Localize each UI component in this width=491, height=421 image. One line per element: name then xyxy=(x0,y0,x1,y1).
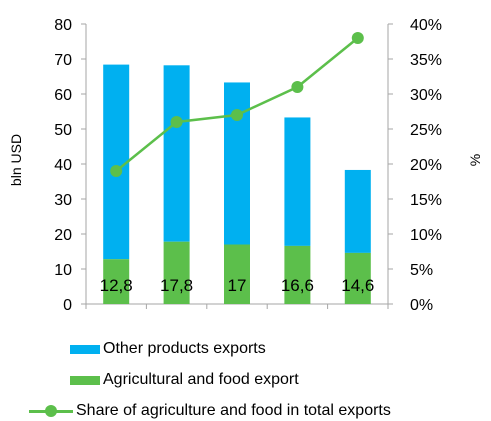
y-tick-label-left: 30 xyxy=(54,192,72,209)
y-tick-label-left: 80 xyxy=(54,17,72,34)
legend-swatch-agri xyxy=(70,375,100,385)
bar-other-products xyxy=(284,117,311,246)
bar-other-products xyxy=(344,169,371,253)
bar-other-products xyxy=(163,65,190,242)
y-axis-title-right: % xyxy=(467,154,483,166)
share-point xyxy=(110,165,123,177)
bar-data-label: 16,6 xyxy=(281,276,314,295)
share-point xyxy=(170,116,183,128)
bar-data-label: 17,8 xyxy=(160,276,193,295)
legend-label-share: Share of agriculture and food in total e… xyxy=(76,402,391,419)
bar-data-label: 14,6 xyxy=(341,276,374,295)
bar-other-products xyxy=(224,82,250,245)
bar-data-label: 12,8 xyxy=(100,276,133,295)
bar-other-products xyxy=(103,64,130,260)
legend-item-agri: Agricultural and food export xyxy=(70,371,299,389)
share-point xyxy=(351,32,364,44)
legend-item-share: Share of agriculture and food in total e… xyxy=(29,402,391,420)
y-tick-label-left: 40 xyxy=(54,157,72,174)
bar-agricultural-food xyxy=(224,244,250,304)
y-tick-label-right: 10% xyxy=(410,227,442,244)
y-tick-label-right: 5% xyxy=(410,262,433,279)
legend-label-agri: Agricultural and food export xyxy=(103,371,299,388)
bar-agricultural-food xyxy=(103,259,130,304)
legend-item-other: Other products exports xyxy=(70,340,266,358)
y-tick-label-left: 50 xyxy=(54,122,72,139)
legend-label-other: Other products exports xyxy=(103,340,266,357)
y-tick-label-right: 15% xyxy=(410,192,442,209)
y-tick-label-right: 40% xyxy=(410,17,442,34)
bar-agricultural-food xyxy=(163,241,190,304)
y-tick-label-right: 35% xyxy=(410,52,442,69)
legend: Other products exports Agricultural and … xyxy=(0,330,491,421)
legend-marker-share xyxy=(29,404,73,418)
bar-agricultural-food xyxy=(284,245,311,304)
y-tick-label-right: 0% xyxy=(410,297,433,314)
share-point xyxy=(231,109,243,121)
y-axis-title-left: bln USD xyxy=(8,134,24,186)
y-tick-label-left: 60 xyxy=(54,87,72,104)
chart-plot: 0 10 20 30 40 50 60 70 80 0% 5% 10% 15% 20% 25% 30% 35% 4… xyxy=(8,17,483,314)
y-tick-label-right: 30% xyxy=(410,87,442,104)
y-tick-label-left: 10 xyxy=(54,262,72,279)
y-tick-label-right: 20% xyxy=(410,157,442,174)
share-point xyxy=(291,81,304,93)
y-tick-label-left: 0 xyxy=(63,297,72,314)
y-tick-label-left: 20 xyxy=(54,227,72,244)
y-tick-label-right: 25% xyxy=(410,122,442,139)
y-tick-label-left: 70 xyxy=(54,52,72,69)
bar-agricultural-food xyxy=(344,252,371,304)
legend-swatch-other xyxy=(70,344,100,354)
bar-data-label: 17 xyxy=(228,276,247,295)
